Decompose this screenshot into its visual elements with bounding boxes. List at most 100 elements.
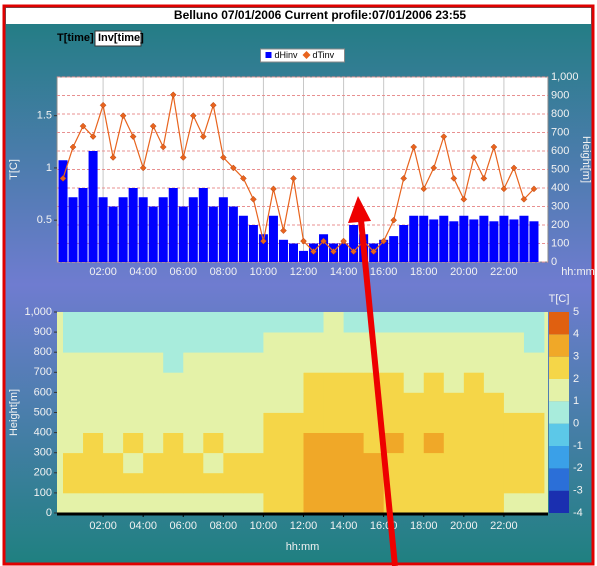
heat-cell [123,492,144,514]
heat-cell [423,452,445,474]
heat-cell [163,432,184,454]
point [300,237,307,245]
heat-cell [83,332,104,353]
heat-cell [443,432,465,454]
heat-cell [223,392,244,413]
heat-cell [143,492,164,514]
heat-cell [223,472,244,494]
x-tick-label: 18:00 [410,266,438,278]
heat-cell [223,412,244,433]
y-tick-label: 200 [34,467,52,479]
heat-cell [123,332,144,353]
title-bar [6,8,591,24]
heat-cell [383,372,405,393]
heat-cell [63,472,84,494]
bar [188,197,198,262]
bar [409,215,419,262]
point [500,185,508,193]
bar [78,188,88,262]
heat-cell [443,312,465,333]
heat-cell [183,312,204,333]
y2-tick-label: 0 [551,256,557,268]
point [129,133,137,140]
heat-cell [423,472,445,494]
x-tick-label: 12:00 [290,266,318,278]
point [480,175,488,182]
heat-cell [123,452,144,474]
heat-cell [443,332,465,353]
bar [148,206,158,262]
heat-cell [263,312,284,333]
heat-cell [403,412,425,433]
tab[interactable]: T[time] [57,32,94,44]
heat-cell [323,412,344,433]
bar [178,206,188,262]
bar [399,225,409,262]
point [149,122,157,130]
heat-cell [63,432,84,454]
heat-cell [403,332,425,353]
bar [449,221,459,262]
heat-cell [383,432,405,454]
point [230,164,237,172]
heat-cell [463,392,485,413]
y-tick-label: 100 [34,487,52,499]
heat-cell [203,412,224,433]
heat-cell [503,472,525,494]
heat-cell [303,412,324,433]
heat-cell [323,492,344,514]
heat-cell [283,412,304,433]
heat-cell [163,492,184,514]
heat-cell [303,372,324,393]
heat-cell [443,472,465,494]
bar [429,219,439,262]
heat-cell [283,352,304,373]
heat-cell [263,372,284,393]
heat-cell [523,412,545,433]
heat-cell [343,372,365,393]
heat-cell [423,332,445,353]
heat-cell [303,392,324,413]
heat-cell [463,412,485,433]
tab-active[interactable] [94,30,142,47]
heat-cell [263,492,284,514]
heat-cell [343,492,365,514]
x-tick-label: 20:00 [450,266,478,278]
x-tick-label: 10:00 [250,520,278,532]
heat-cell [163,332,184,353]
legend-label: dTinv [313,50,335,60]
heat-cell [263,352,284,373]
heat-cell [223,332,244,353]
arrow-shaft [358,219,398,566]
heat-cell [503,432,525,454]
tab[interactable]: Inv[time] [98,32,144,44]
point [340,237,347,245]
heat-cell [323,432,344,454]
heat-cell [283,432,304,454]
heat-cell [323,312,344,333]
point [400,175,408,182]
heat-cell [303,472,324,494]
heat-cell [443,392,465,413]
heat-cell [343,472,365,494]
heat-cell [343,412,365,433]
x-axis-title: hh:mm [286,541,320,553]
heat-cell [63,412,84,433]
colorbar-label: 4 [573,328,579,340]
heat-cell [323,352,344,373]
point [260,237,267,245]
point [240,175,247,182]
heat-cell [443,372,465,393]
heat-cell [383,412,405,433]
point [520,195,528,203]
heat-cell [423,352,445,373]
colorbar-label: 5 [573,306,579,318]
point [430,164,438,172]
bar [278,239,288,262]
heat-cell [463,472,485,494]
heat-cell [303,352,324,373]
point [59,175,67,182]
heat-cell [103,492,124,514]
